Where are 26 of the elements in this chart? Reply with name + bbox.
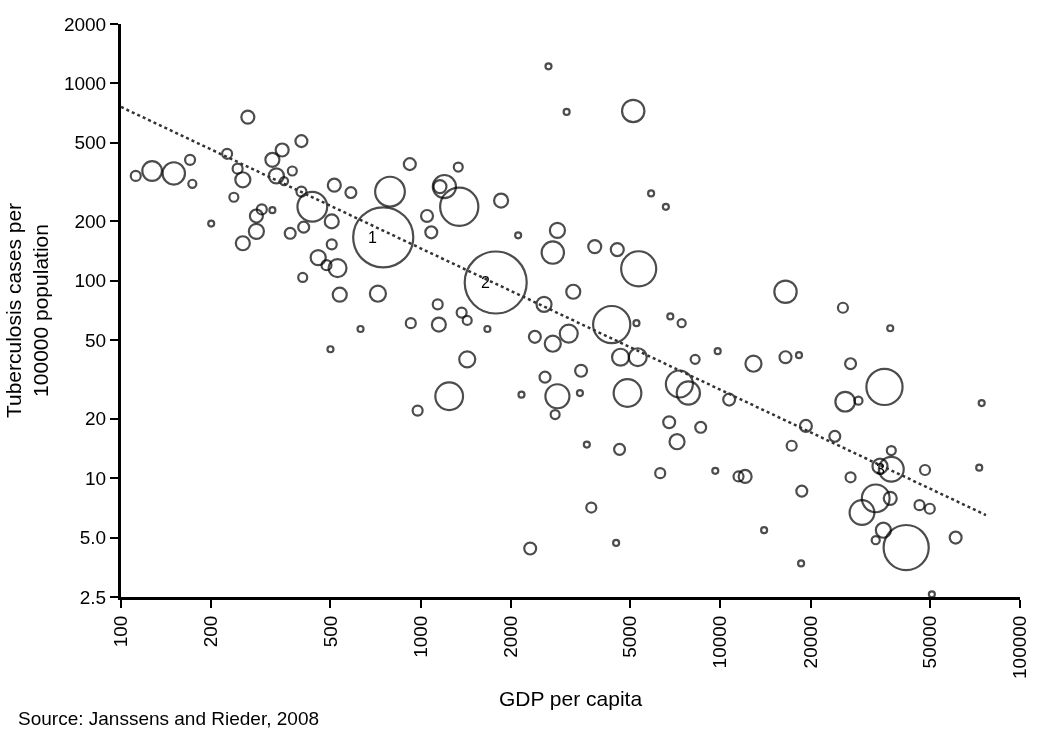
x-tick-label: 5000	[619, 615, 641, 658]
x-axis-title: GDP per capita	[498, 687, 643, 711]
x-tick-label: 200	[200, 615, 222, 648]
y-tick-label: 500	[74, 132, 107, 154]
x-tick-label: 1000	[409, 615, 431, 658]
y-tick-label: 200	[74, 211, 107, 233]
y-tick-label: 5.0	[79, 527, 107, 549]
source-note: Source: Janssens and Rieder, 2008	[18, 708, 320, 729]
x-tick-label: 10000	[709, 615, 731, 669]
y-tick-label: 20	[85, 408, 107, 430]
y-tick-label: 10	[85, 467, 107, 489]
x-tick-label: 500	[319, 615, 341, 648]
annotation: 3	[876, 461, 885, 478]
x-tick-label: 100	[110, 615, 132, 648]
x-tick-label: 100000	[1009, 615, 1031, 680]
y-tick-label: 2000	[63, 13, 107, 35]
y-tick-label: 1000	[63, 73, 107, 95]
y-tick-label: 2.5	[79, 586, 107, 608]
annotation: 2	[481, 274, 490, 291]
x-tick-label: 50000	[918, 615, 940, 669]
x-tick-label: 20000	[799, 615, 821, 669]
y-axis-title: Tuberculosis cases per 100000 population	[1, 202, 53, 419]
annotation: 1	[368, 229, 377, 246]
y-tick-label: 50	[85, 329, 107, 351]
x-tick-label: 2000	[500, 615, 522, 658]
y-tick-label: 100	[74, 270, 107, 292]
